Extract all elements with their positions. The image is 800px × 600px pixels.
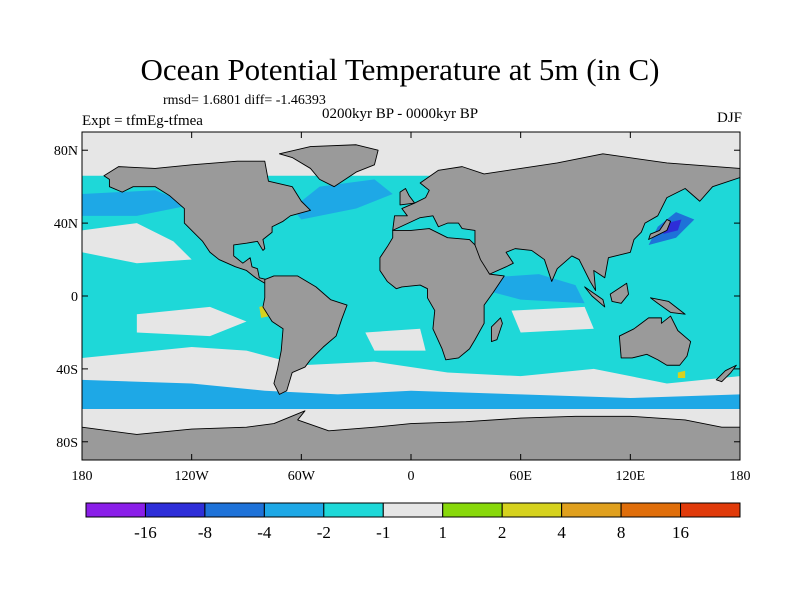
colorbar-label: -4 [257, 523, 272, 542]
antarctica [82, 410, 740, 460]
map-area [82, 132, 740, 460]
greenland [278, 144, 379, 188]
north-pacific-neutral [82, 223, 192, 264]
colorbar-label: 2 [498, 523, 507, 542]
colorbar-swatch [442, 502, 503, 518]
colorbar-swatch [323, 502, 384, 518]
x-tick-label: 60E [509, 469, 532, 484]
south-pacific-neutral [136, 306, 247, 337]
colorbar-swatch [501, 502, 563, 518]
circumpolar-band [82, 379, 740, 409]
chart-title: Ocean Potential Temperature at 5m (in C) [140, 52, 660, 87]
colorbar-swatch [204, 502, 265, 518]
y-tick-label: 80N [54, 144, 78, 159]
arabian-sea-cool [484, 274, 585, 304]
axis-ticks: 180 120W 60W 0 60E 120E 180 80N 40N 0 40S 80S [54, 132, 751, 484]
experiment-label: Expt = tfmEg-tfmea [82, 113, 203, 129]
y-tick-label: 0 [71, 290, 78, 305]
colorbar-label: -8 [198, 523, 212, 542]
south-atlantic-neutral [365, 328, 426, 351]
y-tick-label: 80S [56, 436, 78, 451]
stats-label: rmsd= 1.6801 diff= -1.46393 [163, 93, 326, 108]
colorbar-swatch [620, 502, 682, 518]
africa [379, 228, 505, 361]
colorbar-label: 8 [617, 523, 626, 542]
x-tick-label: 180 [730, 469, 751, 484]
colorbar-swatch [382, 502, 444, 518]
north-atlantic-cool [292, 179, 393, 220]
colorbar-label: -16 [134, 523, 157, 542]
south-america [262, 275, 348, 395]
colorbar-label: 16 [672, 523, 689, 542]
colorbar-swatch [144, 502, 206, 518]
madagascar [490, 317, 503, 343]
indian-neutral [511, 306, 594, 333]
colorbar-swatch [561, 502, 622, 518]
x-tick-label: 180 [72, 469, 93, 484]
great-britain [399, 188, 416, 206]
x-tick-label: 0 [408, 469, 415, 484]
eurasia [392, 153, 740, 291]
north-america [103, 160, 311, 284]
colorbar-label: -1 [376, 523, 390, 542]
colorbar-swatch [680, 502, 741, 518]
new-guinea [649, 297, 686, 315]
y-tick-label: 40S [56, 363, 78, 378]
period-label: 0200kyr BP - 0000kyr BP [322, 106, 479, 122]
x-tick-label: 60W [288, 469, 316, 484]
x-tick-label: 120E [616, 469, 646, 484]
australia [618, 315, 692, 366]
north-pacific-cool [82, 190, 192, 216]
x-tick-label: 120W [175, 469, 210, 484]
colorbar-label: 1 [438, 523, 447, 542]
tasmania-warm [677, 370, 686, 378]
colorbar-swatch [85, 502, 146, 518]
y-tick-label: 40N [54, 217, 78, 232]
colorbar-swatch [263, 502, 325, 518]
colorbar-label: 4 [557, 523, 566, 542]
colorbar-label: -2 [317, 523, 331, 542]
japan [648, 219, 671, 240]
sumatra [584, 286, 606, 308]
season-label: DJF [716, 110, 742, 126]
colorbar: -16 -8 -4 -2 -1 1 2 4 8 16 [85, 502, 741, 542]
borneo [609, 282, 629, 304]
new-zealand [715, 364, 737, 383]
